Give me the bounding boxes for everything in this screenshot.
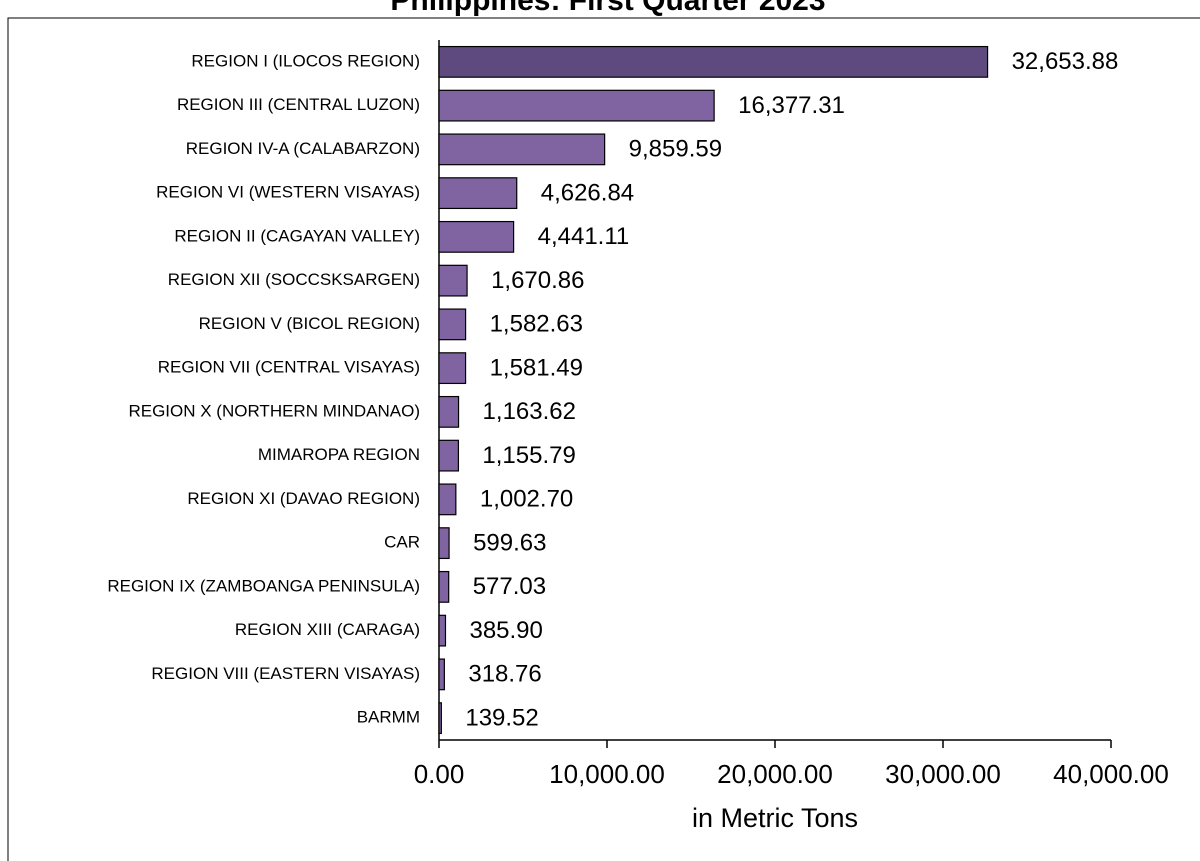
y-tick-label: MIMAROPA REGION (258, 445, 420, 464)
y-tick-label: REGION XII (SOCCSKSARGEN) (168, 270, 420, 289)
bar (438, 614, 447, 647)
bar (438, 89, 715, 122)
y-tick-label: CAR (384, 533, 420, 552)
x-tick-label: 0.00 (414, 759, 465, 789)
bar (438, 220, 515, 253)
value-label: 9,859.59 (629, 136, 722, 163)
y-tick-label: REGION VII (CENTRAL VISAYAS) (158, 358, 420, 377)
x-tick-label: 30,000.00 (885, 759, 1001, 789)
y-tick-label: REGION VIII (EASTERN VISAYAS) (151, 664, 420, 683)
bar (438, 570, 450, 603)
bar (438, 527, 450, 560)
bar (438, 395, 460, 428)
value-label: 139.52 (465, 704, 538, 731)
value-label: 318.76 (468, 661, 541, 688)
value-label: 4,626.84 (541, 179, 634, 206)
y-tick-label: REGION XI (DAVAO REGION) (187, 489, 420, 508)
value-label: 16,377.31 (738, 92, 845, 119)
value-label: 577.03 (473, 573, 546, 600)
bar (438, 177, 518, 210)
y-tick-label: REGION I (ILOCOS REGION) (191, 51, 420, 70)
value-label: 4,441.11 (538, 223, 630, 250)
bar (438, 702, 442, 735)
chart-title: Philippines: First Quarter 2023 (390, 0, 825, 17)
value-label: 1,163.62 (483, 398, 576, 425)
bar (438, 352, 467, 385)
value-label: 1,155.79 (482, 442, 575, 469)
bar (438, 308, 467, 341)
value-label: 1,002.70 (480, 486, 573, 513)
value-label: 1,670.86 (491, 267, 584, 294)
y-tick-label: REGION XIII (CARAGA) (235, 620, 420, 639)
y-tick-label: REGION VI (WESTERN VISAYAS) (156, 183, 420, 202)
y-tick-label: REGION IX (ZAMBOANGA PENINSULA) (107, 576, 420, 595)
y-tick-label: REGION X (NORTHERN MINDANAO) (128, 401, 420, 420)
value-label: 599.63 (473, 529, 546, 556)
bar (438, 483, 457, 516)
y-tick-label: REGION V (BICOL REGION) (199, 314, 420, 333)
x-tick-label: 20,000.00 (717, 759, 833, 789)
y-tick-label: REGION II (CAGAYAN VALLEY) (174, 226, 420, 245)
x-tick-label: 40,000.00 (1053, 759, 1169, 789)
bar (438, 264, 468, 297)
value-label: 1,582.63 (490, 311, 583, 338)
y-tick-label: REGION IV-A (CALABARZON) (186, 139, 420, 158)
y-tick-label: REGION III (CENTRAL LUZON) (177, 95, 420, 114)
value-label: 32,653.88 (1012, 48, 1119, 75)
x-tick-label: 10,000.00 (549, 759, 665, 789)
x-axis-title: in Metric Tons (692, 803, 858, 833)
bar (438, 133, 606, 166)
bar (438, 439, 460, 472)
bar (438, 658, 445, 691)
value-label: 1,581.49 (490, 354, 583, 381)
y-tick-label: BARMM (357, 708, 420, 727)
value-label: 385.90 (469, 617, 542, 644)
bar (438, 45, 989, 78)
